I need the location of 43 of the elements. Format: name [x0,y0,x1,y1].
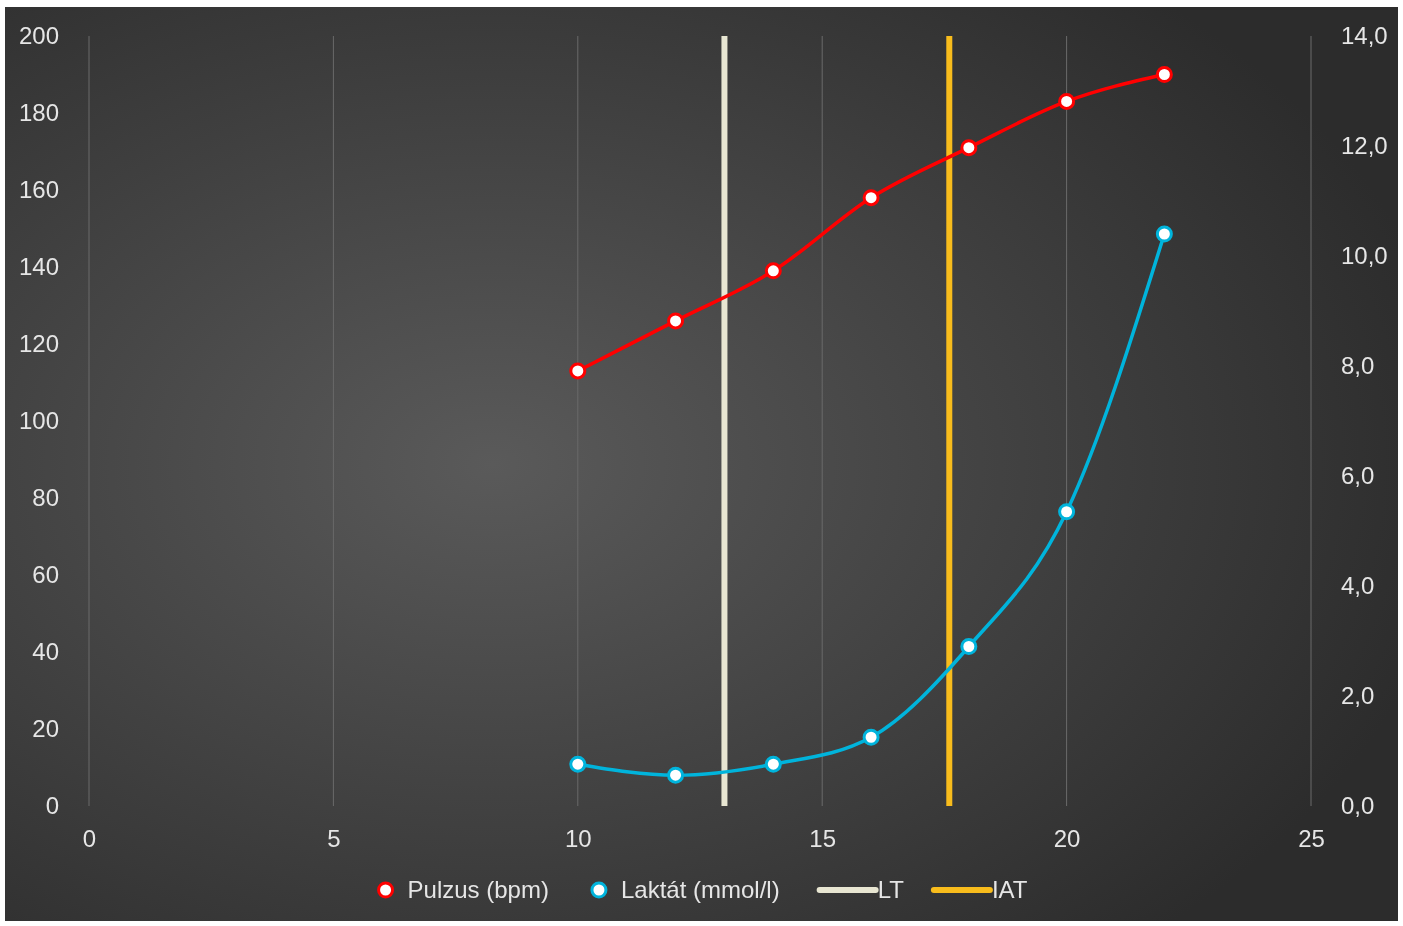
x-tick-label: 20 [1053,825,1081,853]
y-tick-label: 120 [18,330,59,358]
point [569,362,587,380]
x-tick-label: 25 [1298,825,1325,853]
point [764,755,782,773]
y2-tick-label: 6,0 [1341,462,1375,490]
y2-tick-label: 4,0 [1341,572,1375,600]
point [960,638,978,655]
y2-tick-label: 12,0 [1341,132,1388,160]
point [1058,503,1076,521]
point [667,766,685,784]
point [862,189,880,207]
y2-tick-label: 2,0 [1341,682,1375,710]
y-tick-label: 80 [32,484,59,512]
legend-label: Pulzus (bpm) [407,876,549,903]
point [569,755,587,773]
x-tick-label: 5 [327,825,341,853]
y-tick-label: 0 [45,792,59,820]
legend-label: Laktát (mmol/l) [620,876,780,903]
y2-tick-label: 14,0 [1341,22,1388,50]
x-tick-label: 15 [809,825,837,853]
point [1155,66,1173,83]
point [1155,225,1173,243]
y2-tick-label: 0,0 [1341,792,1375,820]
y-tick-label: 180 [18,99,59,127]
x-tick-label: 10 [564,825,592,853]
point [862,728,880,746]
y-tick-label: 100 [18,407,59,435]
y-tick-label: 160 [18,176,59,204]
y-tick-label: 40 [32,638,59,666]
y-tick-label: 140 [18,253,59,281]
y-tick-label: 20 [32,715,59,743]
y-tick-label: 200 [18,22,59,50]
point [1058,92,1076,110]
point [960,139,978,157]
point [667,312,685,330]
point [764,262,782,280]
legend-label: IAT [991,876,1028,903]
legend-label: LT [877,876,905,903]
y2-tick-label: 8,0 [1341,352,1375,380]
y-tick-label: 60 [32,561,59,589]
y2-tick-label: 10,0 [1341,242,1388,270]
x-tick-label: 0 [82,825,97,853]
